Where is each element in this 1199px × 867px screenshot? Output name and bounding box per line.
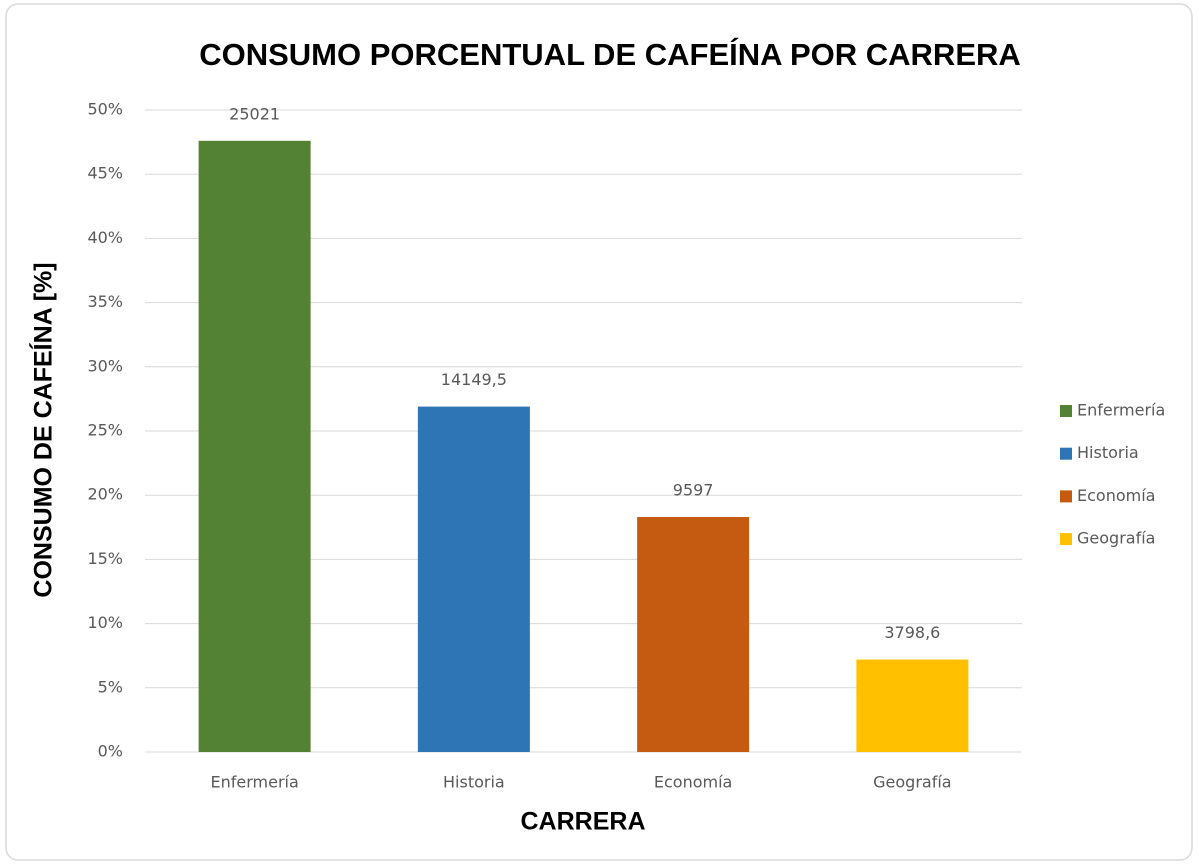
legend-swatch	[1060, 533, 1072, 546]
legend-swatch	[1060, 447, 1072, 460]
data-label: 14149,5	[441, 370, 507, 389]
bar	[856, 659, 969, 752]
data-label: 3798,6	[884, 623, 940, 642]
y-axis-label: CONSUMO DE CAFEÍNA [%]	[29, 262, 58, 597]
x-tick-label: Enfermería	[210, 773, 298, 792]
legend-label: Economía	[1077, 486, 1155, 505]
bar	[198, 140, 311, 753]
y-tick-label: 25%	[87, 421, 123, 440]
legend-swatch	[1060, 405, 1072, 417]
y-tick-label: 35%	[87, 292, 123, 311]
chart-frame	[5, 3, 1193, 861]
chart-title: CONSUMO PORCENTUAL DE CAFEÍNA POR CARRER…	[199, 37, 1021, 72]
data-label: 9597	[673, 481, 714, 500]
y-tick-label: 30%	[87, 356, 123, 375]
bar	[637, 517, 750, 752]
y-tick-label: 45%	[87, 164, 123, 183]
y-tick-label: 20%	[87, 485, 123, 504]
y-tick-label: 0%	[98, 742, 123, 761]
legend-label: Historia	[1077, 443, 1139, 462]
legend-swatch	[1060, 490, 1072, 503]
bar	[417, 406, 530, 752]
y-tick-label: 50%	[87, 100, 123, 119]
y-tick-label: 15%	[87, 549, 123, 568]
data-label: 25021	[229, 104, 280, 123]
x-tick-label: Historia	[443, 773, 505, 792]
x-tick-label: Geografía	[873, 773, 951, 792]
x-tick-label: Economía	[654, 773, 732, 792]
y-tick-label: 10%	[87, 613, 123, 632]
legend-label: Geografía	[1077, 529, 1155, 548]
y-tick-label: 5%	[98, 677, 123, 696]
x-axis-label: CARRERA	[521, 808, 646, 836]
legend-label: Enfermería	[1077, 401, 1165, 420]
y-tick-label: 40%	[87, 228, 123, 247]
